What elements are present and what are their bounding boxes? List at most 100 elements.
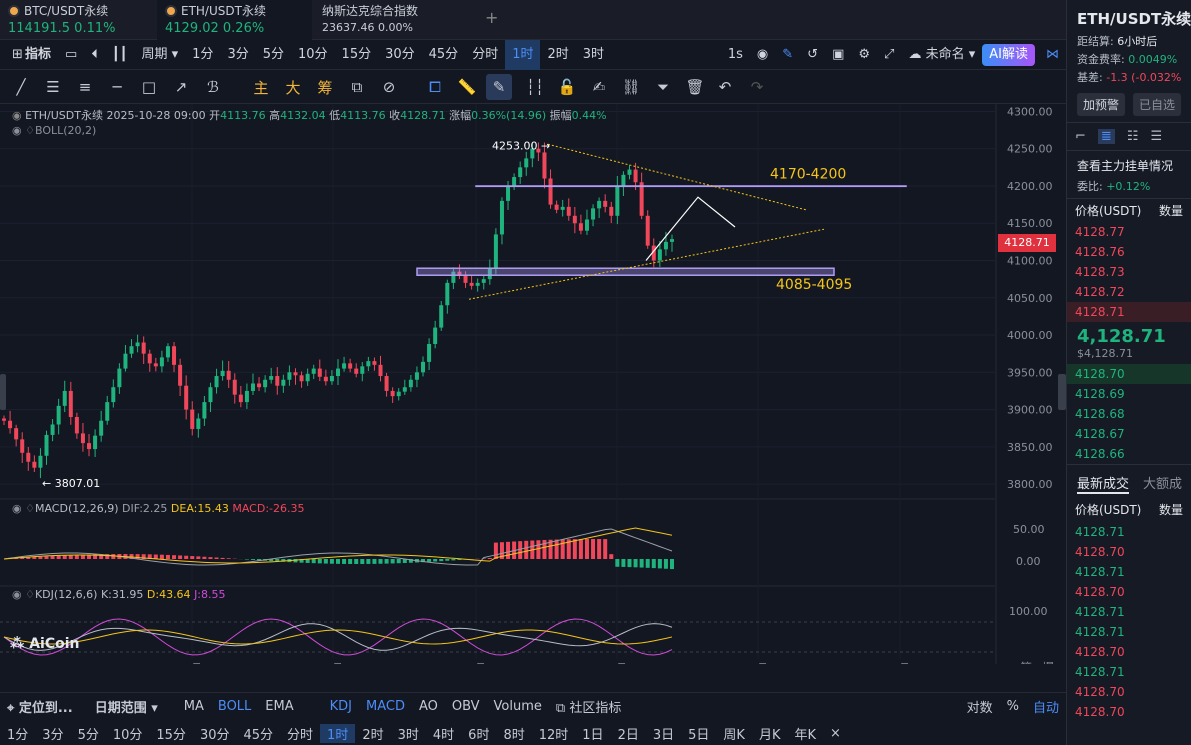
- period-4时[interactable]: 4时: [432, 728, 455, 743]
- comment-icon[interactable]: ⌐: [1075, 129, 1086, 144]
- eye-icon[interactable]: ◉: [12, 109, 22, 122]
- parallel-lines-icon[interactable]: ≡: [78, 78, 92, 96]
- interval-10分[interactable]: 10分: [298, 46, 328, 62]
- interval-1时[interactable]: 1时: [505, 39, 541, 70]
- period-15分[interactable]: 15分: [156, 728, 186, 743]
- interval-分时[interactable]: 分时: [472, 46, 499, 62]
- depth-icon[interactable]: ☷: [1126, 129, 1139, 144]
- ruler-icon[interactable]: 📏: [457, 78, 477, 96]
- orderbook-title[interactable]: 查看主力挂单情况: [1077, 159, 1174, 173]
- tab-eth[interactable]: ETH/USDT永续 4129.02 0.26%: [157, 0, 312, 40]
- boll-legend[interactable]: ◉ ♢BOLL(20,2): [12, 124, 97, 137]
- period-1分[interactable]: 1分: [7, 728, 29, 743]
- camera-icon[interactable]: ◉: [756, 46, 769, 62]
- sub-indicator-macd[interactable]: MACD: [366, 699, 405, 714]
- close-period-bar-icon[interactable]: ×: [830, 726, 841, 741]
- ask-row[interactable]: 4128.73: [1067, 262, 1191, 282]
- ai-interpret-button[interactable]: AI解读: [982, 43, 1035, 66]
- interval-3时[interactable]: 3时: [582, 46, 605, 62]
- period-30分[interactable]: 30分: [199, 728, 230, 743]
- draw-icon[interactable]: ✎: [782, 46, 794, 62]
- add-tab-button[interactable]: +: [485, 8, 499, 27]
- period-6时[interactable]: 6时: [468, 728, 490, 743]
- kdj-legend[interactable]: ◉ ♢KDJ(12,6,6) K:31.95 D:43.64 J:8.55: [12, 588, 226, 601]
- ask-row[interactable]: 4128.76: [1067, 242, 1191, 262]
- locate-button[interactable]: ⌖ 定位到...: [7, 701, 73, 716]
- redo-icon[interactable]: ↷: [750, 78, 764, 96]
- main-indicator-boll[interactable]: BOLL: [217, 699, 252, 714]
- main-force-button[interactable]: 主: [253, 78, 269, 97]
- interval-1分[interactable]: 1分: [192, 46, 214, 62]
- hlines-icon[interactable]: ☰: [46, 78, 60, 96]
- price-chart[interactable]: 4170-4200 4085-4095 4253.00 → ← 3807.01 430…: [0, 104, 1066, 675]
- percent-scale-button[interactable]: %: [1006, 699, 1019, 714]
- bars-icon[interactable]: ┆┆: [525, 78, 545, 96]
- note-icon[interactable]: ✍: [592, 78, 606, 96]
- watchlist-button[interactable]: 已自选: [1133, 93, 1181, 116]
- arrow-line-icon[interactable]: ↗: [174, 78, 188, 96]
- period-3时[interactable]: 3时: [397, 728, 419, 743]
- expand-icon[interactable]: ⤢: [884, 46, 895, 62]
- period-5分[interactable]: 5分: [77, 728, 99, 743]
- period-3分[interactable]: 3分: [42, 728, 64, 743]
- chart-area[interactable]: 4170-4200 4085-4095 4253.00 → ← 3807.01 430…: [0, 104, 1066, 675]
- period-周K[interactable]: 周K: [723, 728, 745, 743]
- trendline-icon[interactable]: ╱: [16, 78, 26, 96]
- tab-large-trades[interactable]: 大额成: [1143, 477, 1183, 492]
- sub-indicator-kdj[interactable]: KDJ: [329, 699, 352, 714]
- bid-row[interactable]: 4128.69: [1067, 384, 1191, 404]
- interval-30分[interactable]: 30分: [385, 46, 415, 62]
- period-dropdown[interactable]: 周期 ▾: [141, 46, 179, 62]
- chip-button[interactable]: 筹: [317, 78, 333, 97]
- undo-icon[interactable]: ↶: [718, 78, 732, 96]
- bid-row[interactable]: 4128.67: [1067, 424, 1191, 444]
- text-icon[interactable]: ℬ: [207, 78, 219, 96]
- period-10分[interactable]: 10分: [112, 728, 143, 743]
- period-分时[interactable]: 分时: [287, 728, 314, 743]
- ask-row[interactable]: 4128.71: [1067, 302, 1191, 322]
- interval-15分[interactable]: 15分: [341, 46, 372, 62]
- main-indicator-ma[interactable]: MA: [183, 699, 204, 714]
- period-1时[interactable]: 1时: [320, 724, 356, 743]
- filter-icon[interactable]: ⏷: [656, 78, 669, 96]
- big-order-button[interactable]: 大: [285, 78, 301, 97]
- lock-icon[interactable]: 🔓: [557, 78, 577, 96]
- compare-icon[interactable]: ⧉: [351, 78, 363, 96]
- pen-icon[interactable]: ✎: [486, 74, 512, 100]
- interval-3分[interactable]: 3分: [227, 46, 249, 62]
- bid-row[interactable]: 4128.68: [1067, 404, 1191, 424]
- main-indicator-ema[interactable]: EMA: [265, 699, 294, 714]
- period-5日[interactable]: 5日: [688, 728, 710, 743]
- sub-indicator-obv[interactable]: OBV: [451, 699, 480, 714]
- grid-icon[interactable]: ⊞: [12, 46, 23, 62]
- rectangle-icon[interactable]: □: [141, 78, 157, 96]
- link-icon[interactable]: ⛓: [621, 78, 641, 96]
- macd-legend[interactable]: ◉ ♢MACD(12,26,9) DIF:2.25 DEA:15.43 MACD…: [12, 502, 305, 515]
- horizontal-line-icon[interactable]: ─: [112, 78, 122, 96]
- ask-row[interactable]: 4128.77: [1067, 222, 1191, 242]
- period-3日[interactable]: 3日: [652, 728, 675, 743]
- settings-gear-icon[interactable]: ⚙: [858, 46, 871, 62]
- panel-collapse-handle[interactable]: [1058, 374, 1066, 410]
- replay-icon[interactable]: ↺: [807, 46, 819, 62]
- period-45分[interactable]: 45分: [243, 728, 274, 743]
- share-icon[interactable]: ⋈: [1046, 46, 1059, 62]
- interval-2时[interactable]: 2时: [547, 46, 569, 62]
- bid-row[interactable]: 4128.70: [1067, 364, 1191, 384]
- magnet-icon[interactable]: ⧠: [428, 78, 441, 96]
- left-collapse-handle[interactable]: [0, 374, 6, 410]
- log-scale-button[interactable]: 对数: [966, 701, 993, 716]
- tab-btc[interactable]: BTC/USDT永续 114191.5 0.11%: [8, 4, 116, 36]
- period-月K[interactable]: 月K: [758, 728, 781, 743]
- interval-45分[interactable]: 45分: [428, 46, 459, 62]
- fullscreen-chart-icon[interactable]: ▣: [832, 46, 845, 62]
- candle-type-icon[interactable]: ┃┃: [111, 46, 128, 62]
- indicators-button[interactable]: 指标: [25, 46, 52, 62]
- period-2日[interactable]: 2日: [617, 728, 639, 743]
- period-2时[interactable]: 2时: [362, 728, 384, 743]
- bid-row[interactable]: 4128.66: [1067, 444, 1191, 464]
- interval-1s[interactable]: 1s: [727, 46, 743, 62]
- tab-latest-trades[interactable]: 最新成交: [1077, 473, 1130, 494]
- list-icon[interactable]: ☰: [1150, 129, 1163, 144]
- tab-nasdaq[interactable]: 纳斯达克综合指数 23637.46 0.00%: [322, 4, 419, 34]
